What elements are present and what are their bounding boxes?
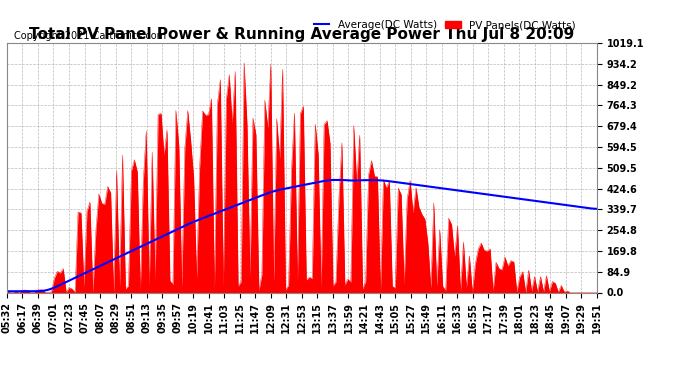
Text: Copyright 2021 Cartronics.com: Copyright 2021 Cartronics.com (14, 32, 166, 41)
Title: Total PV Panel Power & Running Average Power Thu Jul 8 20:09: Total PV Panel Power & Running Average P… (29, 27, 575, 42)
Legend: Average(DC Watts), PV Panels(DC Watts): Average(DC Watts), PV Panels(DC Watts) (310, 16, 580, 34)
